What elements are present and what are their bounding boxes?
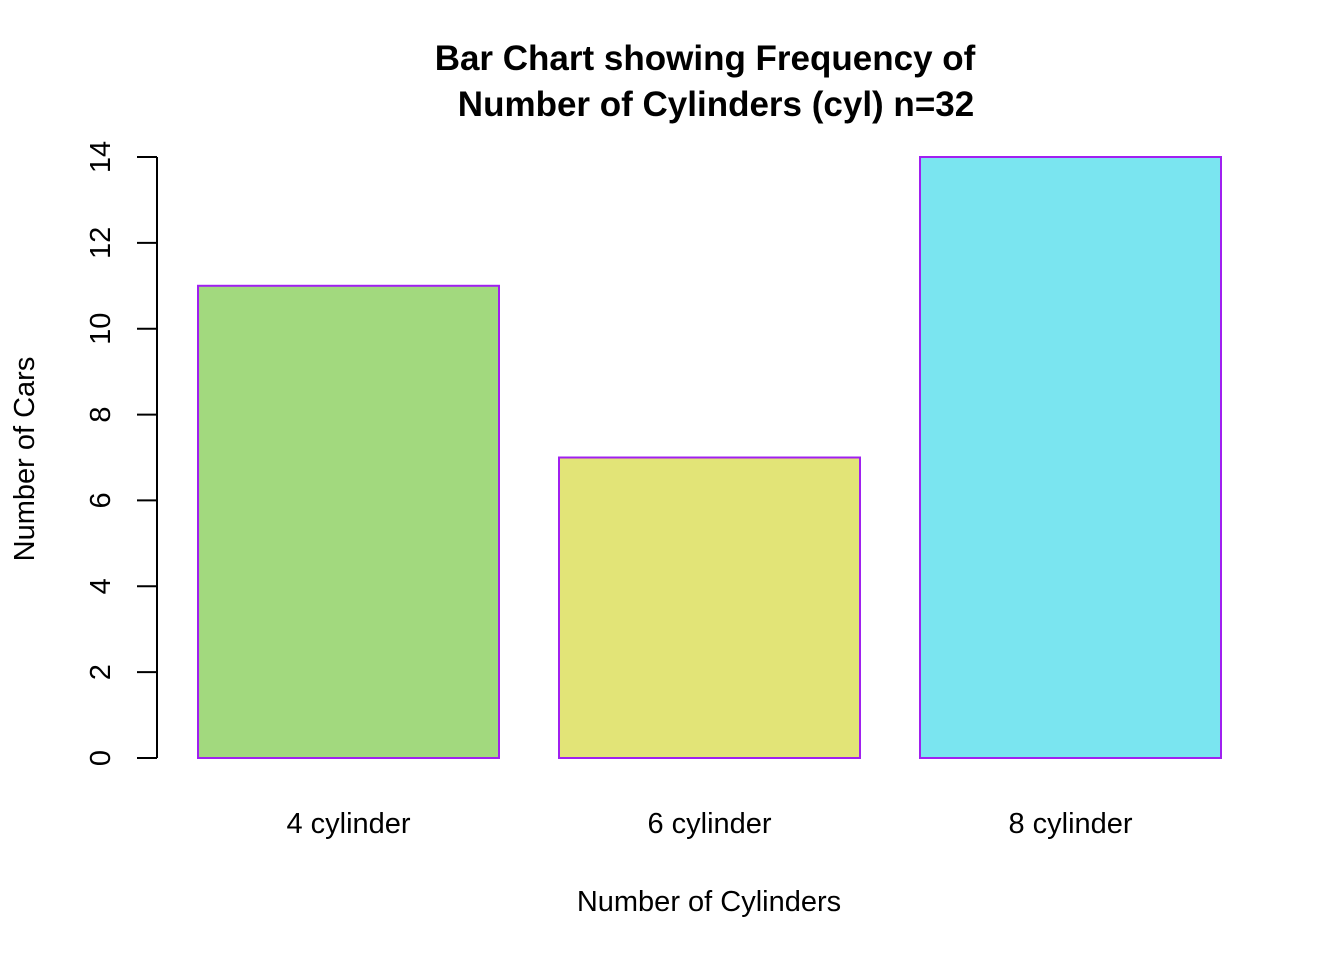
y-tick-label: 8: [85, 407, 117, 423]
y-axis-label: Number of Cars: [9, 357, 41, 562]
bar-4-cylinder: [197, 284, 500, 759]
x-tick-label: 8 cylinder: [1008, 808, 1132, 840]
x-tick-label: 6 cylinder: [647, 808, 771, 840]
y-tick-label: 6: [85, 492, 117, 508]
chart-title: Bar Chart showing Frequency of Number of…: [435, 39, 976, 124]
bar-6-cylinder: [558, 456, 861, 759]
chart-title-line-1: Bar Chart showing Frequency of: [435, 39, 976, 78]
y-axis: 0 2 4 6 8 10 12 14: [85, 141, 158, 766]
y-tick-label: 12: [85, 227, 117, 259]
y-tick-label: 4: [85, 578, 117, 594]
y-tick-label: 14: [85, 141, 117, 173]
bars: [197, 156, 1222, 759]
y-tick-label: 2: [85, 664, 117, 680]
x-tick-label: 4 cylinder: [286, 808, 410, 840]
y-tick-label: 10: [85, 313, 117, 345]
y-tick-label: 0: [85, 750, 117, 766]
bar-8-cylinder: [919, 156, 1222, 759]
x-axis-label: Number of Cylinders: [577, 886, 841, 918]
chart-title-line-2: Number of Cylinders (cyl) n=32: [458, 85, 974, 124]
x-axis: 4 cylinder 6 cylinder 8 cylinder: [286, 808, 1132, 840]
